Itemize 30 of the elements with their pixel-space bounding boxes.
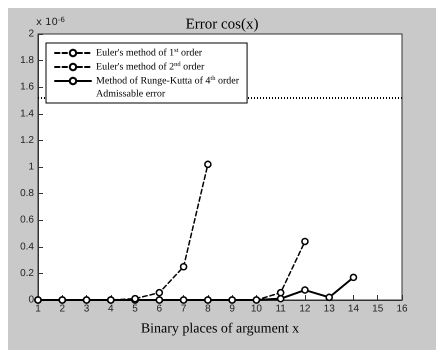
y-tick-label: 1 (28, 162, 34, 172)
x-tick-label: 14 (348, 304, 360, 314)
x-tick-label: 7 (180, 304, 187, 314)
y-tick-label: 0 (28, 294, 34, 306)
x-tick-label: 6 (156, 304, 163, 314)
y-tick-label: 0.6 (20, 214, 34, 226)
y-tick-label: 1.8 (20, 55, 34, 66)
y-tick-label: 0.8 (20, 188, 34, 200)
x-tick-label: 8 (205, 304, 212, 314)
y-tick-label: 1.2 (20, 134, 34, 146)
x-tick-label: 4 (108, 304, 114, 314)
x-tick-label: 5 (132, 304, 138, 314)
y-tick-label: 0.4 (20, 241, 34, 252)
x-tick-label: 3 (84, 304, 90, 314)
x-tick-label: 16 (396, 304, 408, 314)
x-tick-label: 10 (250, 304, 262, 314)
y-tick-label: 2 (28, 28, 34, 40)
chart-title: Error cos(x) (186, 16, 258, 32)
x-tick-label: 9 (229, 304, 236, 314)
x-axis-title: Binary places of argument x (140, 322, 300, 336)
y-tick-label: 0.2 (20, 268, 34, 279)
x-tick-label: 2 (59, 304, 66, 314)
x-tick-label: 12 (299, 304, 311, 314)
ref-line-label: Admissable error (96, 88, 166, 100)
x-tick-label: 13 (324, 304, 336, 314)
x-tick-label: 1 (35, 304, 42, 314)
x-tick-label: 11 (275, 304, 286, 314)
y-tick-label: 1.6 (20, 82, 34, 93)
y-tick-label: 1.4 (20, 108, 34, 120)
x-tick-label: 15 (372, 304, 384, 314)
